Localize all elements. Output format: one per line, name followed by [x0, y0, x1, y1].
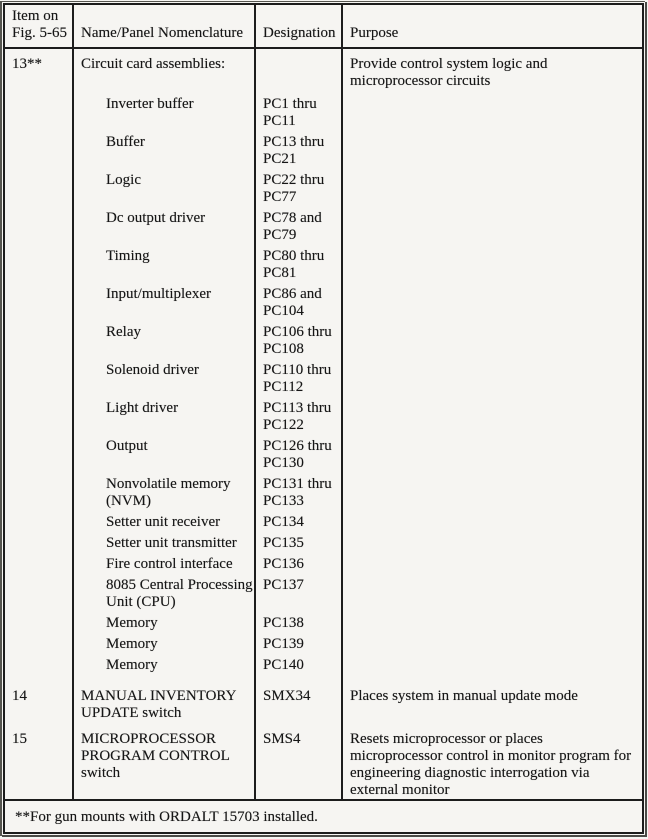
sub-item-row: Memory PC138 — [74, 615, 343, 632]
sub-item-row: Setter unit transmitter PC135 — [74, 535, 343, 552]
table-body: 13** Circuit card assemblies: Inverter b… — [5, 49, 642, 799]
sub-item-name: Dc output driver — [106, 210, 206, 226]
sub-item-designation: PC113 thru PC122 — [263, 400, 332, 433]
table-header-row: Item on Fig. 5-65 Name/Panel Nomenclatur… — [5, 5, 642, 49]
sub-item-designation: PC135 — [263, 535, 304, 551]
sub-item-row: Nonvolatile memory (NVM) PC131 thru PC13… — [74, 476, 343, 510]
item-name: MICROPROCESSOR PROGRAM CONTROL switch — [81, 731, 230, 781]
sub-item-row: Relay PC106 thru PC108 — [74, 324, 343, 358]
item-number: 13** — [12, 56, 42, 72]
item-purpose: Places system in manual update mode — [350, 688, 578, 704]
sub-item-row: Memory PC140 — [74, 657, 343, 674]
sub-item-row: Buffer PC13 thru PC21 — [74, 134, 343, 168]
sub-item-designation: PC134 — [263, 514, 304, 530]
sub-item-name: Fire control interface — [106, 556, 233, 572]
header-designation: Designation — [263, 25, 336, 41]
sub-item-designation: PC110 thru PC112 — [263, 362, 332, 395]
item-name: Circuit card assemblies: — [81, 56, 226, 72]
sub-item-name: Memory — [106, 636, 158, 652]
sub-item-designation: PC137 — [263, 577, 304, 593]
item-purpose: Resets microprocessor or places micropro… — [350, 731, 632, 798]
item-number: 15 — [12, 731, 27, 747]
sub-item-name: Solenoid driver — [106, 362, 199, 378]
sub-item-name: Nonvolatile memory (NVM) — [106, 476, 231, 509]
sub-item-name: Memory — [106, 657, 158, 673]
sub-item-designation: PC1 thru PC11 — [263, 96, 317, 129]
sub-item-designation: PC140 — [263, 657, 304, 673]
sub-item-designation: PC139 — [263, 636, 304, 652]
sub-item-row: Dc output driver PC78 and PC79 — [74, 210, 343, 244]
sub-item-designation: PC131 thru PC133 — [263, 476, 332, 509]
sub-item-row: Input/multiplexer PC86 and PC104 — [74, 286, 343, 320]
sub-item-designation: PC22 thru PC77 — [263, 172, 325, 205]
sub-item-name: Light driver — [106, 400, 179, 416]
sub-item-name: Output — [106, 438, 148, 454]
parts-table: Item on Fig. 5-65 Name/Panel Nomenclatur… — [3, 3, 644, 834]
sub-item-name: Relay — [106, 324, 141, 340]
sub-item-row: Memory PC139 — [74, 636, 343, 653]
item-designation: SMX34 — [263, 688, 311, 704]
sub-item-name: Logic — [106, 172, 141, 188]
sub-item-name: 8085 Central Processing Unit (CPU) — [106, 577, 253, 610]
sub-item-designation: PC80 thru PC81 — [263, 248, 325, 281]
sub-item-row: Light driver PC113 thru PC122 — [74, 400, 343, 434]
item-purpose: Provide control system logic and micropr… — [350, 56, 548, 89]
table-row: 14 MANUAL INVENTORY UPDATE switch SMX34 … — [5, 688, 642, 722]
column-divider — [341, 5, 343, 799]
name-designation-block: Circuit card assemblies: Inverter buffer… — [74, 56, 343, 678]
sub-item-row: Fire control interface PC136 — [74, 556, 343, 573]
sub-item-name: Timing — [106, 248, 150, 264]
sub-item-row: Logic PC22 thru PC77 — [74, 172, 343, 206]
sub-item-name: Input/multiplexer — [106, 286, 211, 302]
sub-item-name: Setter unit transmitter — [106, 535, 237, 551]
column-divider — [254, 5, 256, 799]
item-number: 14 — [12, 688, 27, 704]
sub-item-designation: PC136 — [263, 556, 304, 572]
table-footnote: **For gun mounts with ORDALT 15703 insta… — [5, 799, 642, 832]
sub-item-row: Timing PC80 thru PC81 — [74, 248, 343, 282]
header-name-panel-nomenclature: Name/Panel Nomenclature — [81, 25, 244, 41]
sub-item-designation: PC106 thru PC108 — [263, 324, 332, 357]
sub-item-row: Output PC126 thru PC130 — [74, 438, 343, 472]
sub-item-row: 8085 Central Processing Unit (CPU) PC137 — [74, 577, 343, 611]
header-item-on-fig: Item on Fig. 5-65 — [12, 8, 68, 41]
column-divider — [72, 5, 74, 799]
table-row: 15 MICROPROCESSOR PROGRAM CONTROL switch… — [5, 731, 642, 799]
sub-item-designation: PC126 thru PC130 — [263, 438, 332, 471]
header-purpose: Purpose — [350, 25, 399, 41]
sub-item-name: Buffer — [106, 134, 145, 150]
sub-item-designation: PC138 — [263, 615, 304, 631]
sub-item-name: Inverter buffer — [106, 96, 194, 112]
sub-item-row: Solenoid driver PC110 thru PC112 — [74, 362, 343, 396]
item-designation: SMS4 — [263, 731, 301, 747]
sub-item-designation: PC78 and PC79 — [263, 210, 322, 243]
sub-item-designation: PC13 thru PC21 — [263, 134, 325, 167]
sub-item-row: Setter unit receiver PC134 — [74, 514, 343, 531]
sub-item-row: Inverter buffer PC1 thru PC11 — [74, 96, 343, 130]
subitems: Inverter buffer PC1 thru PC11 Buffer PC1… — [74, 96, 343, 674]
item-name: MANUAL INVENTORY UPDATE switch — [81, 688, 236, 721]
table-row: 13** Circuit card assemblies: Inverter b… — [5, 56, 642, 678]
sub-item-designation: PC86 and PC104 — [263, 286, 322, 319]
sub-item-name: Memory — [106, 615, 158, 631]
sub-item-name: Setter unit receiver — [106, 514, 221, 530]
table-main: Item on Fig. 5-65 Name/Panel Nomenclatur… — [5, 5, 642, 799]
